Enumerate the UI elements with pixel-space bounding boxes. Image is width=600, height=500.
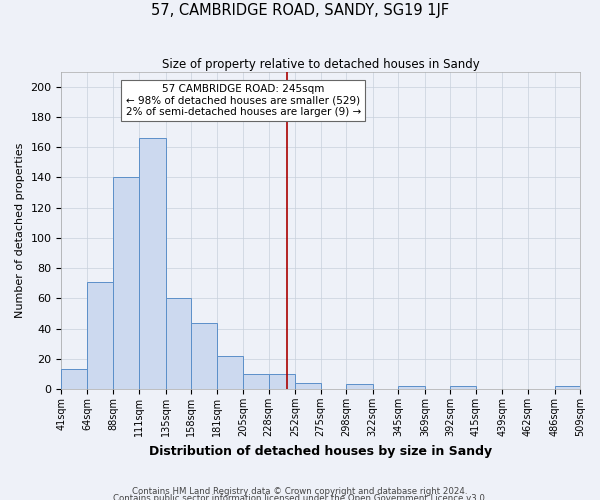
Bar <box>346 384 373 389</box>
Bar <box>139 138 166 389</box>
Text: 57 CAMBRIDGE ROAD: 245sqm
← 98% of detached houses are smaller (529)
2% of semi-: 57 CAMBRIDGE ROAD: 245sqm ← 98% of detac… <box>125 84 361 117</box>
Bar <box>451 386 476 389</box>
Text: Contains HM Land Registry data © Crown copyright and database right 2024.: Contains HM Land Registry data © Crown c… <box>132 487 468 496</box>
Bar <box>191 322 217 389</box>
Bar <box>398 386 425 389</box>
Bar <box>217 356 243 389</box>
Bar <box>554 386 580 389</box>
Bar <box>269 374 295 389</box>
Bar <box>61 370 87 389</box>
Y-axis label: Number of detached properties: Number of detached properties <box>15 142 25 318</box>
Title: Size of property relative to detached houses in Sandy: Size of property relative to detached ho… <box>162 58 479 70</box>
Bar <box>87 282 113 389</box>
Bar <box>113 178 139 389</box>
Bar <box>166 298 191 389</box>
Bar <box>243 374 269 389</box>
X-axis label: Distribution of detached houses by size in Sandy: Distribution of detached houses by size … <box>149 444 492 458</box>
Text: Contains public sector information licensed under the Open Government Licence v3: Contains public sector information licen… <box>113 494 487 500</box>
Text: 57, CAMBRIDGE ROAD, SANDY, SG19 1JF: 57, CAMBRIDGE ROAD, SANDY, SG19 1JF <box>151 2 449 18</box>
Bar <box>295 383 321 389</box>
